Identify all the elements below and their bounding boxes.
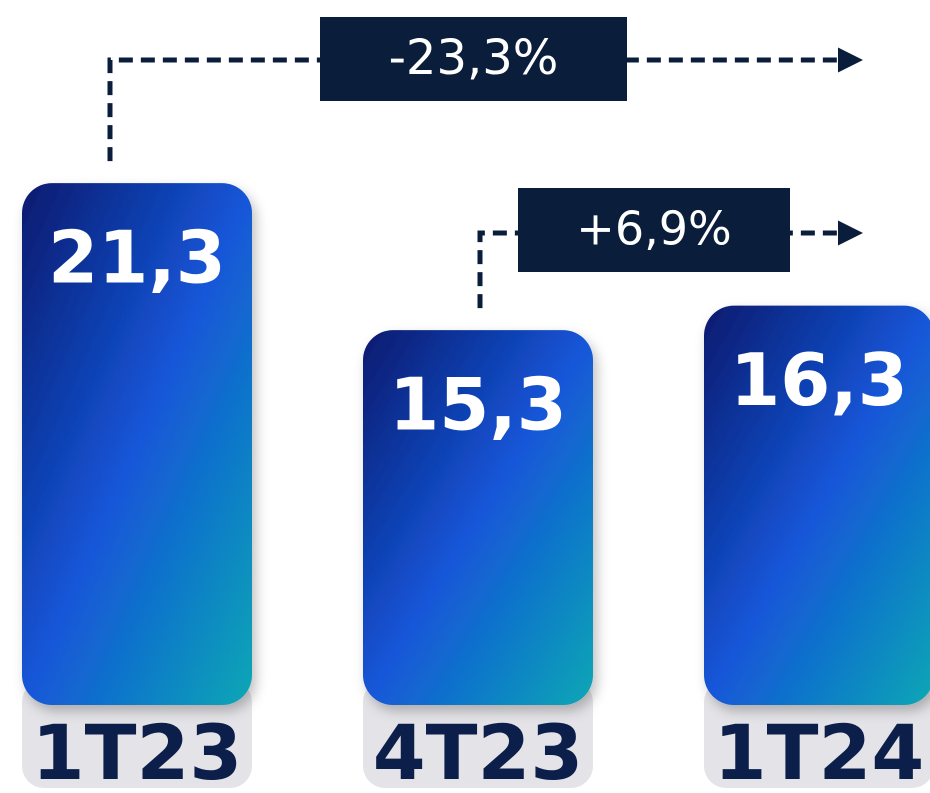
value-label: 21,3: [48, 216, 226, 300]
category-label: 4T23: [373, 708, 583, 793]
value-label: 16,3: [730, 338, 908, 422]
arrow: [477, 220, 863, 309]
annotation: -23,3%: [389, 30, 559, 86]
category-label: 1T23: [32, 708, 242, 793]
value-label: 15,3: [389, 363, 567, 447]
category-label: 1T24: [714, 708, 924, 793]
bar: [22, 183, 252, 705]
label-backdrop: [704, 680, 930, 788]
label-backdrop: [22, 680, 252, 788]
label-backdrop: [363, 680, 593, 788]
annotation: +6,9%: [576, 202, 731, 256]
bar: [704, 305, 930, 705]
annotation-box: [320, 17, 627, 101]
bar: [363, 330, 593, 705]
annotation-box: [518, 188, 790, 272]
